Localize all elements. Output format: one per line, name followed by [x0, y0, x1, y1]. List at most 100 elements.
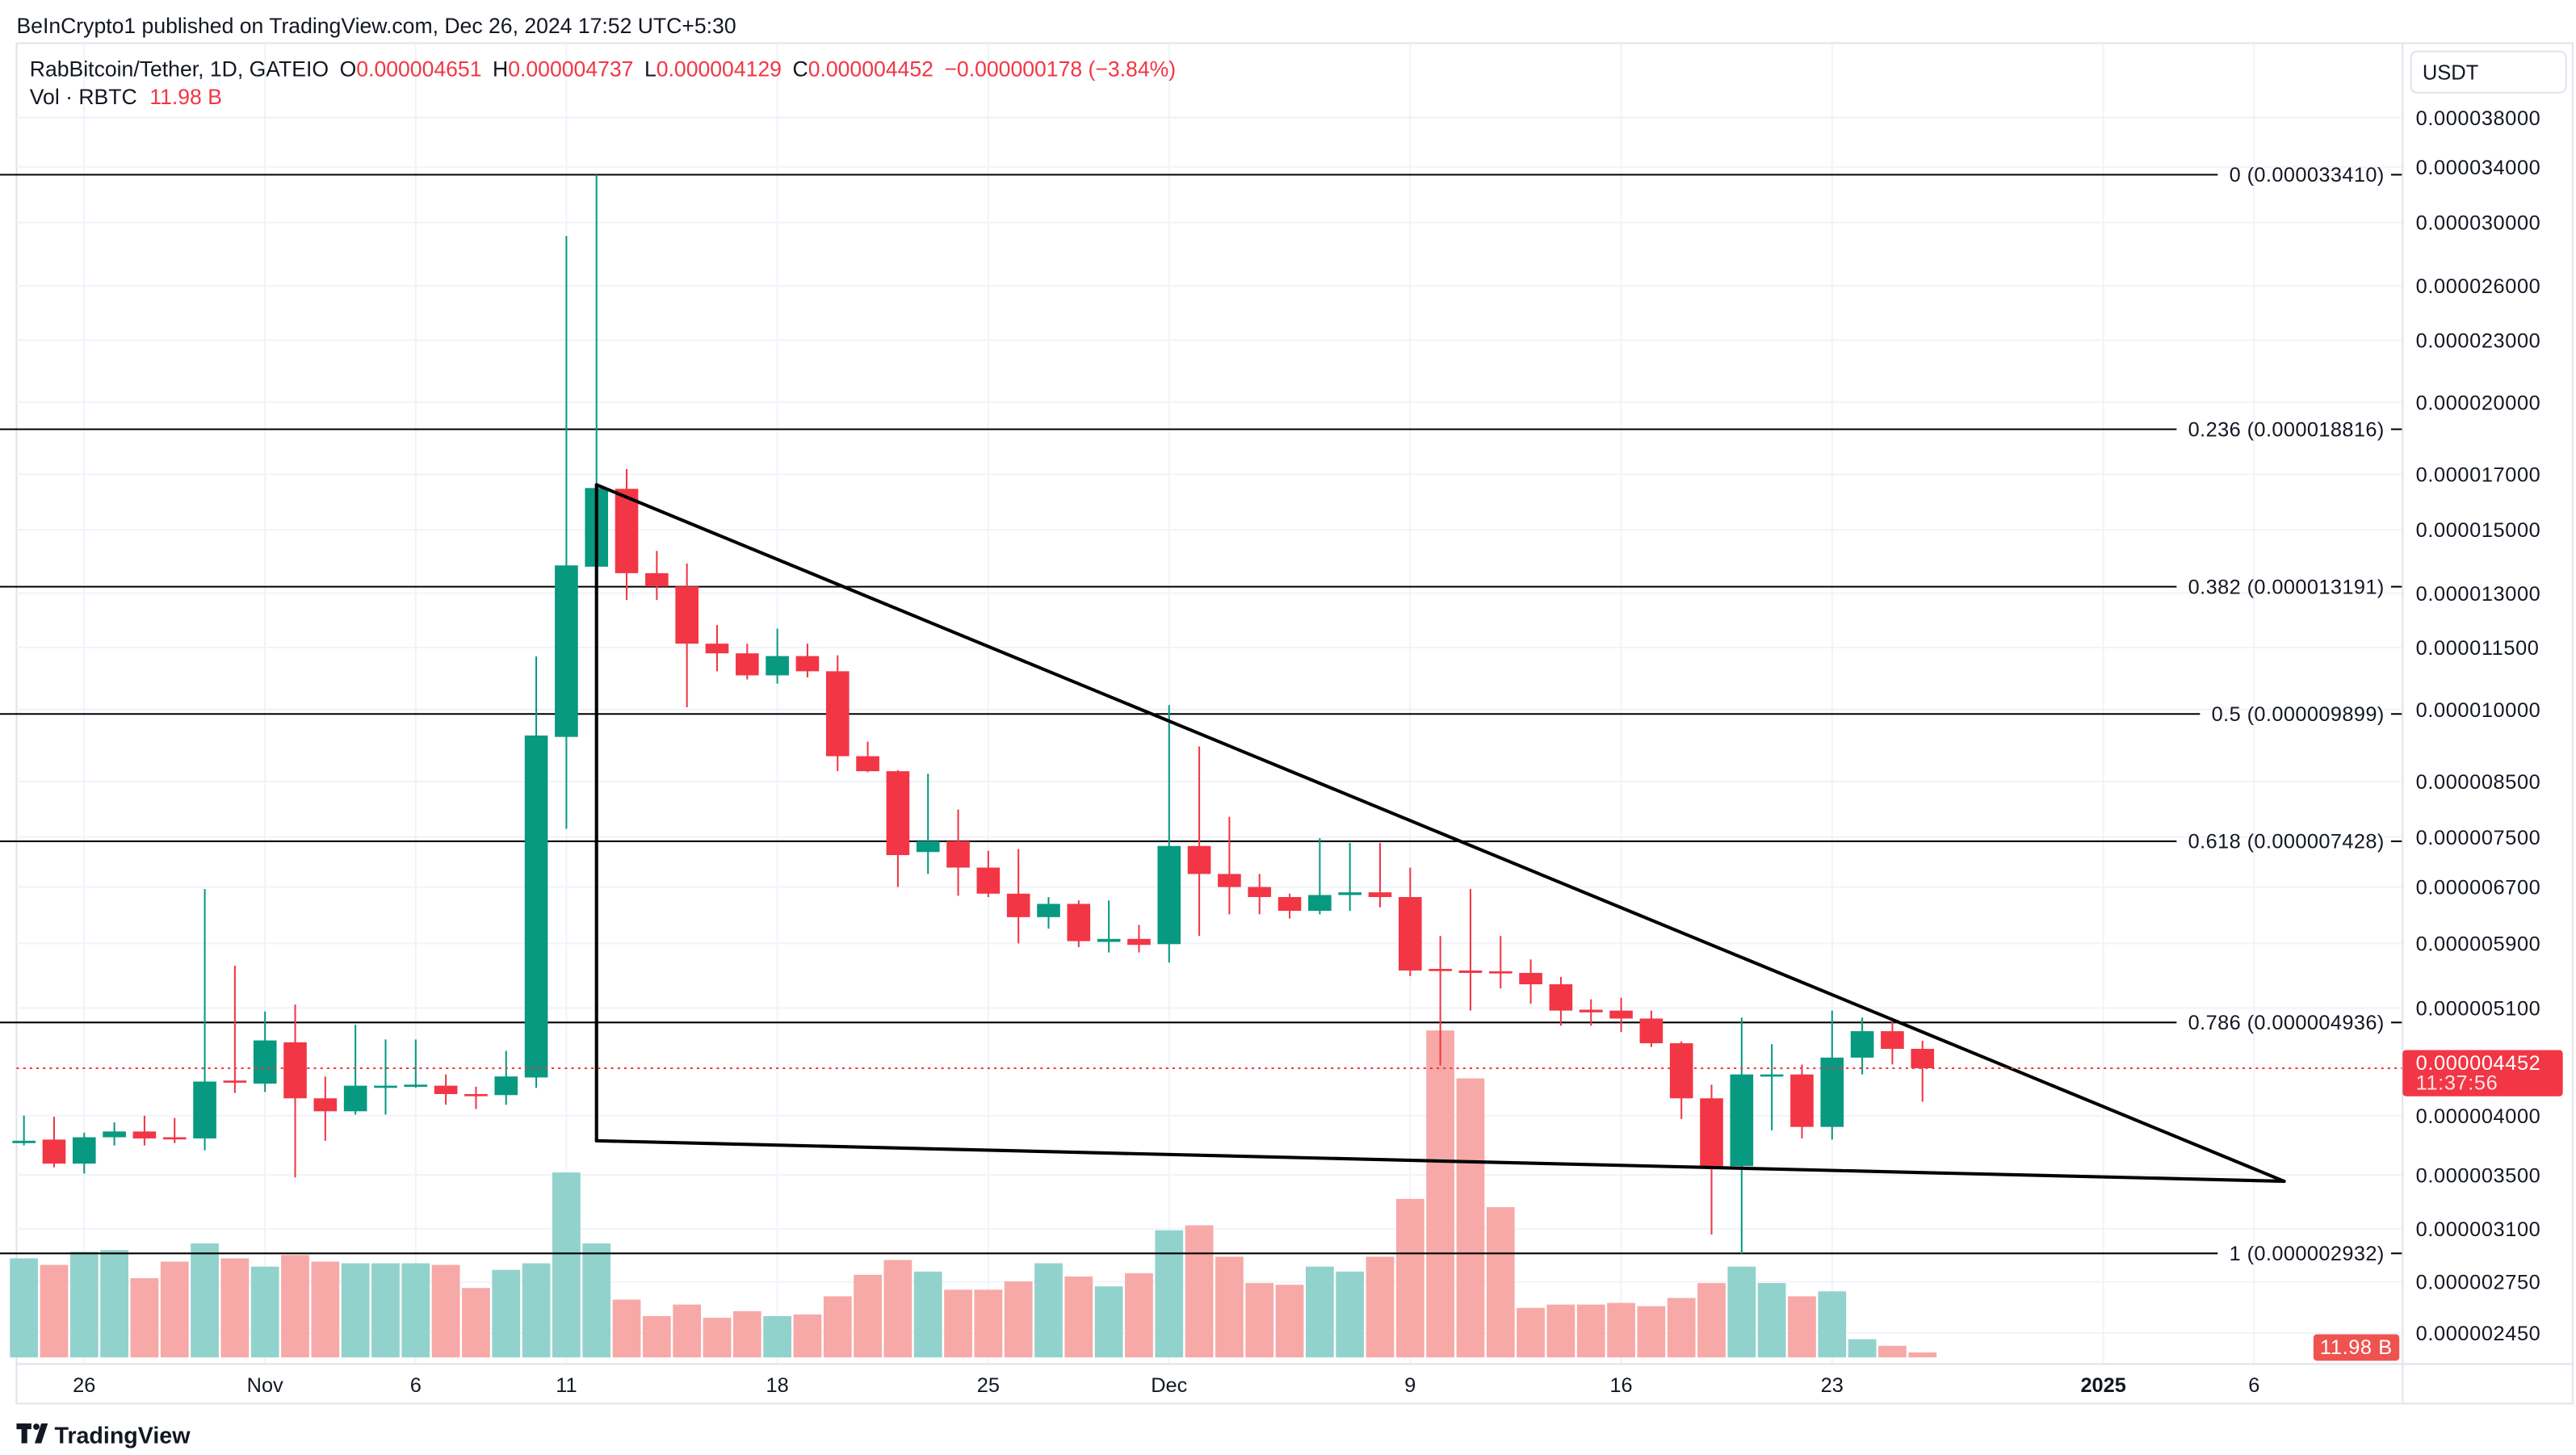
candle	[1157, 705, 1181, 963]
candle	[1006, 849, 1030, 944]
candle	[103, 1122, 126, 1146]
candle-body	[1730, 1074, 1754, 1167]
time-tick-label: 23	[1821, 1374, 1844, 1397]
candle	[1127, 925, 1151, 953]
price-tick-label: 0.000038000	[2416, 107, 2541, 130]
fib-level-label: 1 (0.000002932)	[2230, 1243, 2385, 1265]
candle	[766, 628, 789, 684]
candle-body	[1519, 972, 1542, 985]
candle	[946, 809, 970, 896]
volume-bar	[1064, 1276, 1093, 1358]
bar-countdown: 11:37:56	[2416, 1072, 2498, 1095]
volume-bar	[401, 1263, 430, 1358]
fib-level-label: 0.382 (0.000013191)	[2188, 576, 2385, 598]
trendlines[interactable]	[594, 483, 2286, 1184]
currency-label[interactable]: USDT	[2423, 61, 2479, 84]
volume-bar	[1607, 1302, 1635, 1358]
time-tick-label: 11	[556, 1374, 577, 1397]
candle-body	[1399, 896, 1422, 971]
volume-bar	[1275, 1285, 1304, 1358]
price-tick-label: 0.000007500	[2416, 827, 2541, 849]
volume-bar	[462, 1288, 490, 1358]
volume-bar	[10, 1258, 39, 1358]
volume-badge-value: 11.98 B	[2320, 1336, 2393, 1359]
candle-body	[766, 656, 789, 676]
candle	[1399, 867, 1422, 976]
candle	[1429, 936, 1452, 1066]
candle	[434, 1074, 458, 1105]
candle	[1669, 1041, 1693, 1119]
candle-body	[404, 1084, 428, 1087]
volume-bar	[793, 1314, 822, 1358]
candle-body	[464, 1093, 488, 1096]
candle	[705, 625, 729, 672]
symbol-title[interactable]: RabBitcoin/Tether, 1D, GATEIO	[30, 57, 329, 81]
time-tick-label: 6	[2248, 1374, 2259, 1397]
candle-body	[72, 1137, 96, 1164]
candle-body	[1097, 938, 1121, 942]
candle	[675, 563, 699, 707]
candle-body	[856, 756, 879, 772]
candle-body	[253, 1040, 277, 1084]
candle-body	[1218, 874, 1241, 887]
candle	[223, 966, 247, 1093]
volume-bar	[582, 1243, 611, 1358]
fib-level-label: 0.236 (0.000018816)	[2188, 418, 2385, 441]
volume-bar	[1486, 1207, 1515, 1358]
currency-button[interactable]: USDT	[2410, 50, 2567, 94]
candle-body	[1368, 892, 1392, 897]
volume-bar	[220, 1258, 250, 1358]
price-axis[interactable]: 0.000038000 0.000034000 0.000030000 0.00002…	[2416, 107, 2541, 1345]
volume-bar	[1125, 1273, 1153, 1358]
high-value: 0.000004737	[508, 57, 633, 81]
candle	[1911, 1040, 1935, 1102]
candle	[1519, 959, 1542, 1004]
candle-body	[1850, 1031, 1874, 1058]
change-value: −0.000000178 (−3.84%)	[944, 57, 1176, 81]
volume-bar	[69, 1252, 99, 1358]
candle	[615, 468, 639, 601]
upper-trendline[interactable]	[594, 483, 2286, 1184]
volume-bar	[1094, 1286, 1123, 1358]
volume-bar	[281, 1255, 309, 1358]
tradingview-logo[interactable]: TradingView	[16, 1423, 191, 1449]
candle	[1609, 997, 1633, 1033]
last-price-badge: 0.000004452 11:37:56	[2402, 1050, 2563, 1096]
candle-body	[524, 735, 548, 1078]
fib-level-label: 0 (0.000033410)	[2230, 164, 2385, 187]
candle-body	[1639, 1018, 1663, 1044]
volume-label[interactable]: Vol · RBTC	[30, 85, 137, 109]
candle-body	[223, 1080, 247, 1083]
candle	[1187, 746, 1211, 937]
fib-retracement[interactable]: 0 (0.000033410) 0.236 (0.000018816) 0.382 …	[0, 164, 2403, 1265]
candle-body	[434, 1085, 458, 1094]
price-tick-label: 0.000030000	[2416, 212, 2541, 235]
time-axis[interactable]: 26 Nov 6 11 18 25 Dec 9 16 23 2025 6	[73, 1374, 2259, 1397]
candle	[1760, 1044, 1784, 1130]
close-label: C	[792, 57, 808, 81]
time-tick-label: 18	[766, 1374, 789, 1397]
candle	[555, 236, 578, 829]
candle-body	[1037, 904, 1060, 917]
volume-bar	[1395, 1198, 1424, 1358]
price-tick-label: 0.000002750	[2416, 1272, 2541, 1294]
candle-body	[1248, 887, 1272, 897]
volume-bar	[1155, 1230, 1184, 1358]
candle-body	[1609, 1010, 1633, 1019]
volume-bar	[854, 1274, 882, 1358]
volume-legend: Vol · RBTC 11.98 B	[30, 85, 222, 109]
volume-bar	[1245, 1283, 1274, 1358]
candle	[374, 1039, 397, 1115]
candle	[1037, 896, 1060, 929]
candle-body	[555, 565, 578, 737]
candle-body	[1338, 892, 1361, 895]
candle	[795, 644, 820, 677]
volume-bar	[1185, 1225, 1214, 1358]
lower-trendline[interactable]	[594, 1138, 2286, 1184]
candle	[1067, 900, 1091, 948]
candle-body	[1429, 968, 1452, 971]
last-price-value: 0.000004452	[2416, 1052, 2541, 1075]
volume-bar	[522, 1263, 551, 1358]
fib-level-label: 0.786 (0.000004936)	[2188, 1012, 2385, 1034]
